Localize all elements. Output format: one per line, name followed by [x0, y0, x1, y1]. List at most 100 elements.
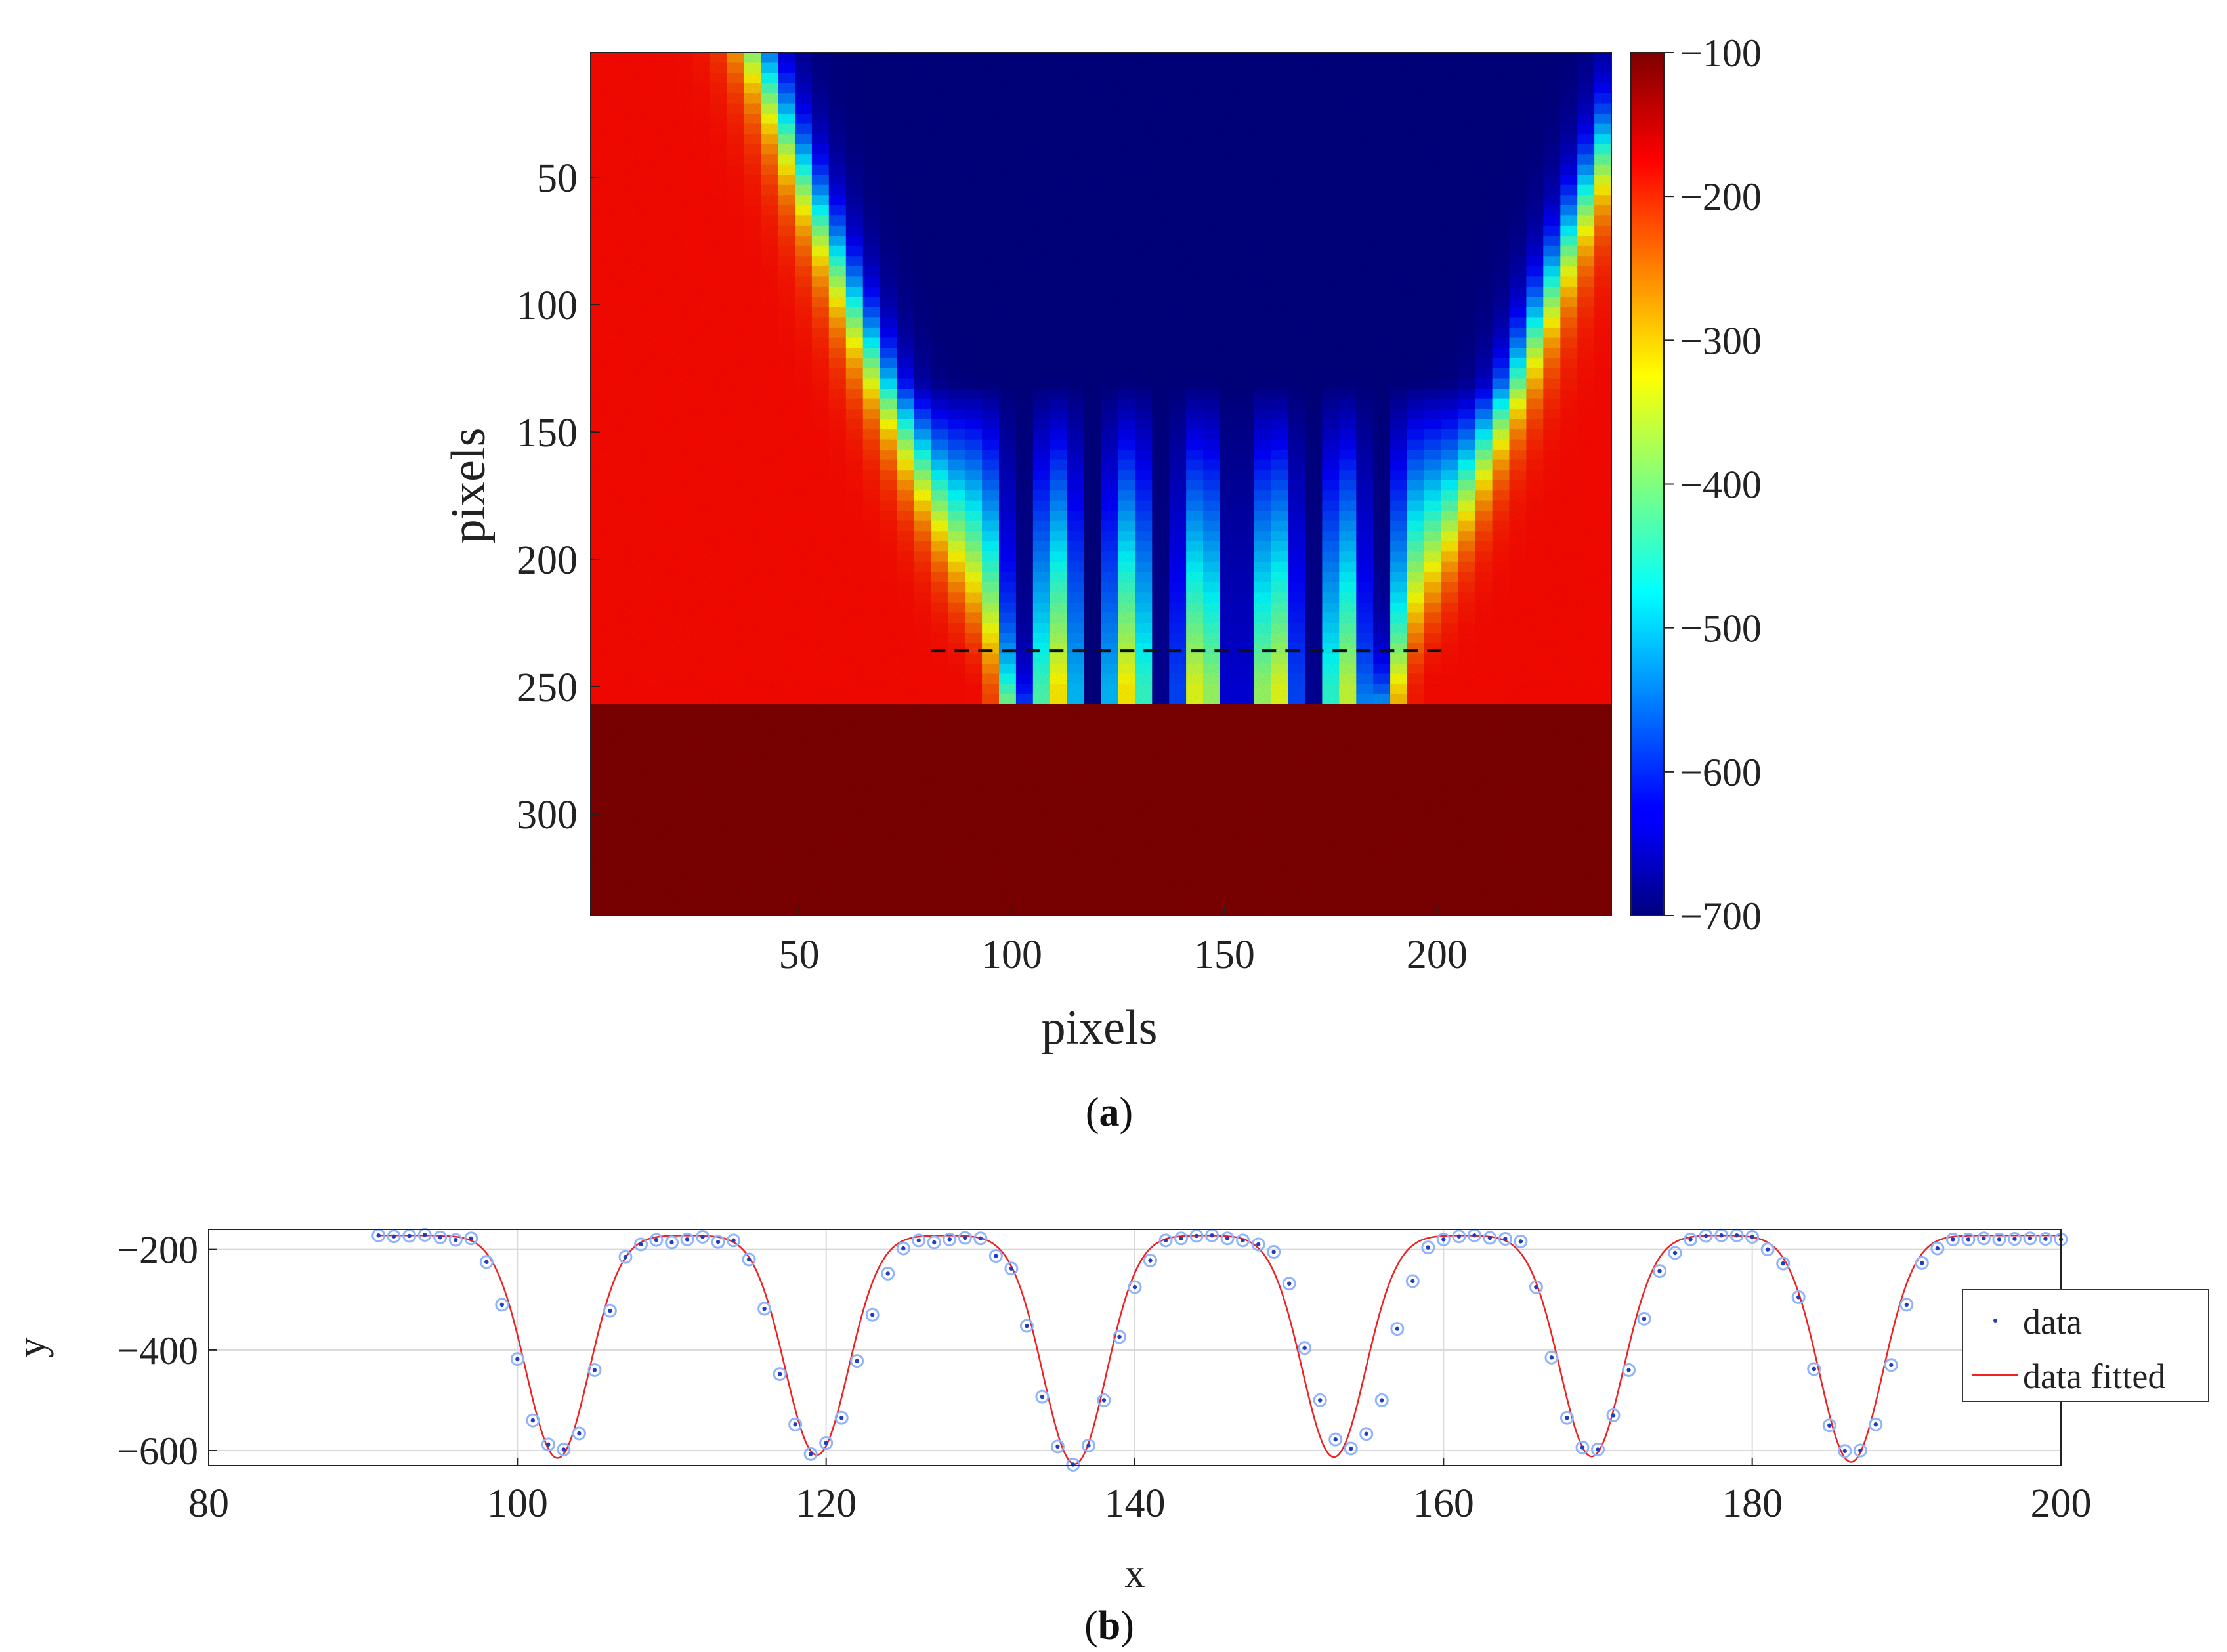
legend: data data fitted — [1962, 1289, 2209, 1402]
data-point — [1313, 1393, 1327, 1407]
data-point — [1637, 1311, 1651, 1326]
plot-y-ticks: −200 −400 −600 — [117, 1229, 217, 1473]
data-point — [1498, 1232, 1512, 1246]
legend-box — [1962, 1289, 2209, 1402]
data-point — [680, 1232, 694, 1246]
legend-data-marker — [1993, 1319, 1997, 1323]
data-point — [1559, 1410, 1574, 1425]
panel-b-caption: (b) — [1084, 1603, 1134, 1648]
data-point — [1344, 1441, 1358, 1456]
data-point — [958, 1231, 972, 1245]
plot-x-tick-label: 100 — [487, 1481, 548, 1526]
heatmap-image — [591, 53, 1611, 916]
heatmap-x-tick-label: 150 — [1194, 933, 1255, 977]
data-point — [387, 1229, 401, 1244]
heatmap-y-ticks: 50 100 150 200 250 300 — [517, 156, 600, 837]
data-point — [1405, 1274, 1420, 1288]
data-point — [1298, 1341, 1312, 1355]
data-point — [1374, 1393, 1389, 1407]
data-point — [988, 1249, 1003, 1263]
data-point — [633, 1237, 648, 1252]
plot-x-tick-label: 140 — [1105, 1481, 1166, 1526]
data-point — [603, 1303, 617, 1318]
plot-y-axis-label: y — [9, 1338, 54, 1358]
data-point — [973, 1231, 988, 1246]
heatmap-y-axis-label: pixels — [442, 428, 496, 544]
line-panel: 80 100 120 140 160 180 200 −200 −400 −600 x y da… — [9, 1227, 2209, 1648]
data-point — [1776, 1256, 1791, 1271]
heatmap-x-axis-label: pixels — [1042, 1001, 1158, 1055]
data-point — [526, 1413, 540, 1428]
heatmap-x-tick-label: 50 — [778, 933, 819, 977]
data-point — [1421, 1240, 1435, 1255]
data-point — [1544, 1350, 1559, 1365]
data-point — [1992, 1232, 2006, 1246]
data-point — [1251, 1237, 1265, 1252]
data-point — [587, 1363, 602, 1377]
data-point — [1452, 1229, 1466, 1244]
fitted-curve — [378, 1234, 2061, 1465]
plot-x-tick-label: 200 — [2031, 1481, 2092, 1526]
data-point — [1807, 1362, 1821, 1376]
data-point — [927, 1235, 941, 1250]
data-point — [850, 1354, 864, 1368]
data-point — [448, 1233, 463, 1247]
colorbar-tick-label: −100 — [1680, 32, 1762, 75]
heatmap-y-tick-label: 200 — [517, 538, 578, 583]
data-point — [1158, 1233, 1173, 1248]
data-point — [1899, 1298, 1914, 1312]
colorbar-tick-label: −700 — [1680, 895, 1762, 938]
data-point — [1961, 1232, 1976, 1246]
data-point — [696, 1229, 710, 1244]
plot-gridlines — [209, 1229, 2061, 1466]
data-point — [1760, 1242, 1775, 1257]
data-point — [557, 1442, 571, 1456]
data-point — [541, 1437, 555, 1452]
colorbar — [1630, 52, 1665, 916]
data-point — [1143, 1253, 1158, 1267]
plot-x-axis-label: x — [1125, 1552, 1145, 1596]
colorbar-tick-label: −400 — [1680, 463, 1762, 507]
colorbar-tick-label: −500 — [1680, 607, 1762, 650]
heatmap-x-tick-label: 100 — [981, 933, 1042, 977]
data-point — [711, 1235, 725, 1249]
data-point — [1050, 1439, 1065, 1454]
colorbar-tick-label: −300 — [1680, 319, 1762, 362]
data-point — [464, 1231, 478, 1246]
data-markers — [371, 1227, 2068, 1472]
data-point — [1390, 1322, 1405, 1336]
data-point — [1220, 1231, 1235, 1246]
data-point — [834, 1410, 849, 1425]
data-point — [881, 1266, 895, 1281]
data-point — [912, 1233, 926, 1248]
data-point — [1035, 1389, 1050, 1404]
data-point — [742, 1252, 756, 1267]
data-point — [510, 1352, 524, 1366]
data-point — [2007, 1232, 2022, 1246]
data-point — [1653, 1264, 1667, 1279]
heatmap-y-tick-label: 50 — [537, 156, 578, 201]
data-point — [1945, 1232, 1960, 1246]
data-point — [1236, 1233, 1250, 1248]
legend-data-label: data — [2023, 1302, 2082, 1342]
heatmap-x-tick-label: 200 — [1407, 933, 1468, 977]
data-point — [757, 1302, 772, 1316]
data-point — [1930, 1241, 1945, 1256]
data-point — [1869, 1417, 1883, 1431]
data-point — [479, 1255, 494, 1269]
plot-y-tick-label: −400 — [117, 1329, 198, 1372]
plot-x-ticks: 80 100 120 140 160 180 200 — [188, 1458, 2092, 1526]
data-point — [1745, 1229, 1760, 1244]
data-point — [1019, 1319, 1034, 1333]
data-point — [819, 1436, 834, 1451]
panel-a-caption: (a) — [1086, 1090, 1133, 1135]
data-point — [1915, 1256, 1929, 1270]
plot-y-tick-label: −200 — [117, 1229, 198, 1272]
data-point — [788, 1417, 803, 1431]
colorbar-ticks: −100 −200 −300 −400 −500 −600 −700 — [1664, 32, 1762, 938]
plot-y-tick-label: −600 — [117, 1430, 198, 1473]
colorbar-tick-label: −200 — [1680, 175, 1762, 219]
data-point — [1267, 1244, 1281, 1259]
heatmap-y-tick-label: 150 — [517, 411, 578, 455]
